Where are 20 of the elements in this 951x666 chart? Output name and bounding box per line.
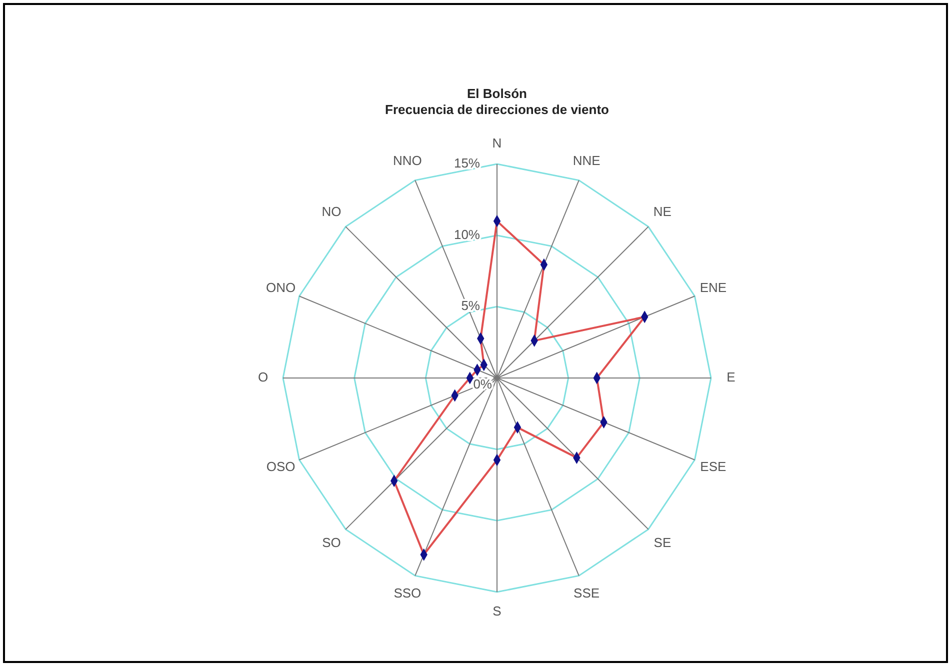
spoke-label: NE bbox=[653, 204, 672, 219]
spoke-label: S bbox=[492, 603, 502, 618]
spoke-label: SSE bbox=[574, 586, 600, 601]
spoke-label: SO bbox=[322, 534, 341, 550]
spoke-label: ENE bbox=[700, 280, 727, 295]
spoke-label: N bbox=[492, 135, 502, 150]
spoke-label: NNO bbox=[393, 153, 422, 168]
spoke-label: NNE bbox=[572, 153, 601, 168]
y-tick-label: 15% bbox=[454, 155, 480, 170]
chart-subtitle: Frecuencia de direcciones de viento bbox=[385, 102, 610, 117]
spoke-label: E bbox=[726, 369, 736, 384]
spoke-label: O bbox=[258, 369, 268, 384]
spoke-label: ESE bbox=[700, 458, 727, 474]
spoke-label: NO bbox=[322, 204, 342, 219]
chart-title: El Bolsón bbox=[467, 86, 528, 101]
y-tick-label: 10% bbox=[454, 226, 480, 242]
spoke-label: OSO bbox=[266, 458, 296, 474]
spoke-label: SE bbox=[654, 534, 672, 550]
spoke-label: SSO bbox=[394, 586, 422, 601]
spoke-label: ONO bbox=[266, 280, 296, 295]
